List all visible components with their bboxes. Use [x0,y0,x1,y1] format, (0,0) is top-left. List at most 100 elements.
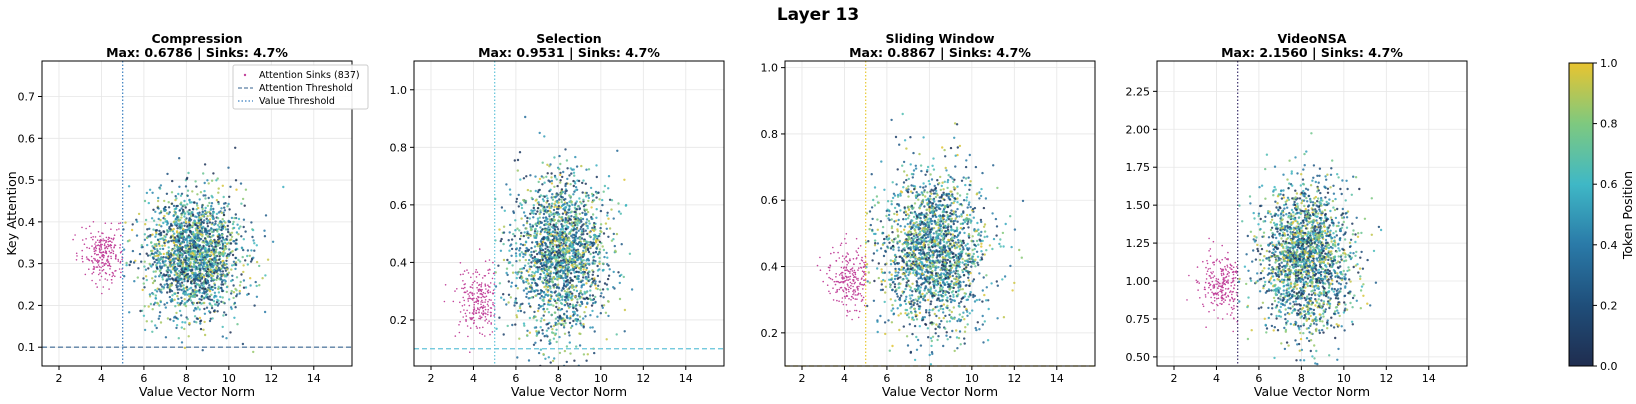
token-point [208,218,212,221]
token-point [557,204,560,208]
token-point [178,309,182,313]
token-point [166,271,169,274]
token-point [558,351,562,355]
token-point [186,203,189,206]
token-point [577,280,581,283]
token-point [533,279,536,282]
token-point [956,192,959,195]
token-point [221,184,224,187]
sink-point [99,235,101,238]
sink-point [475,312,478,314]
token-point [950,209,953,212]
token-point [546,197,549,200]
token-point [979,194,983,198]
token-point [263,235,267,238]
token-point [207,286,210,289]
token-point [543,254,546,258]
token-point [571,236,574,239]
sink-point [95,260,98,262]
token-point [545,265,548,268]
token-point [555,323,559,326]
sink-point [487,269,489,272]
token-point [568,271,571,274]
token-point [224,282,227,285]
token-point [213,223,216,226]
token-point [157,233,161,236]
token-point [952,263,955,267]
token-point [242,248,245,252]
token-point [518,247,522,250]
sink-point [468,295,471,297]
token-point [138,252,142,256]
sink-point [105,245,108,248]
token-point [582,271,585,274]
token-point [515,301,518,305]
token-point [606,214,609,217]
token-point [202,328,205,331]
token-point [213,283,217,287]
token-point [142,314,146,317]
token-point [911,211,914,215]
token-point [614,250,617,253]
token-point [188,208,191,212]
token-point [229,233,232,237]
token-point [509,223,512,227]
token-point [534,258,538,261]
token-point [605,227,608,230]
token-point [510,243,513,246]
token-point [585,359,588,362]
sink-point [101,269,104,272]
token-point [890,225,894,228]
token-point [950,310,953,314]
token-point [222,202,226,205]
token-point [210,304,214,308]
token-point [581,224,584,227]
token-point [200,258,203,261]
token-point [156,199,160,203]
token-point [199,319,203,322]
token-point [213,241,217,244]
token-point [511,264,514,267]
token-point [196,267,200,271]
token-point [193,253,196,257]
token-point [574,220,577,223]
token-point [568,317,571,320]
token-point [264,214,268,217]
token-point [170,239,173,243]
token-point [173,247,176,250]
token-point [154,324,157,327]
token-point [222,301,225,304]
token-point [234,179,238,182]
sink-point [468,312,471,314]
token-point [591,226,594,230]
token-point [207,182,210,185]
token-point [158,288,161,291]
token-point [195,294,199,297]
token-point [510,254,513,257]
token-point [253,304,256,307]
token-point [564,211,567,214]
token-point [199,275,203,278]
sink-point [92,221,95,223]
token-point [555,222,558,225]
sink-point [119,222,122,224]
token-point [185,261,188,265]
sink-point [119,260,122,263]
token-point [865,263,869,266]
sink-point [110,244,113,247]
token-point [513,159,516,162]
token-point [613,287,616,290]
token-point [594,287,598,290]
token-point [546,303,550,306]
token-point [184,249,187,253]
sink-point [97,244,100,246]
token-point [211,212,215,215]
token-point [149,249,153,253]
token-point [236,323,239,326]
token-point [220,300,223,303]
token-point [188,236,191,239]
token-point [970,265,973,268]
token-point [918,311,922,315]
token-point [164,209,167,212]
token-point [572,229,575,232]
